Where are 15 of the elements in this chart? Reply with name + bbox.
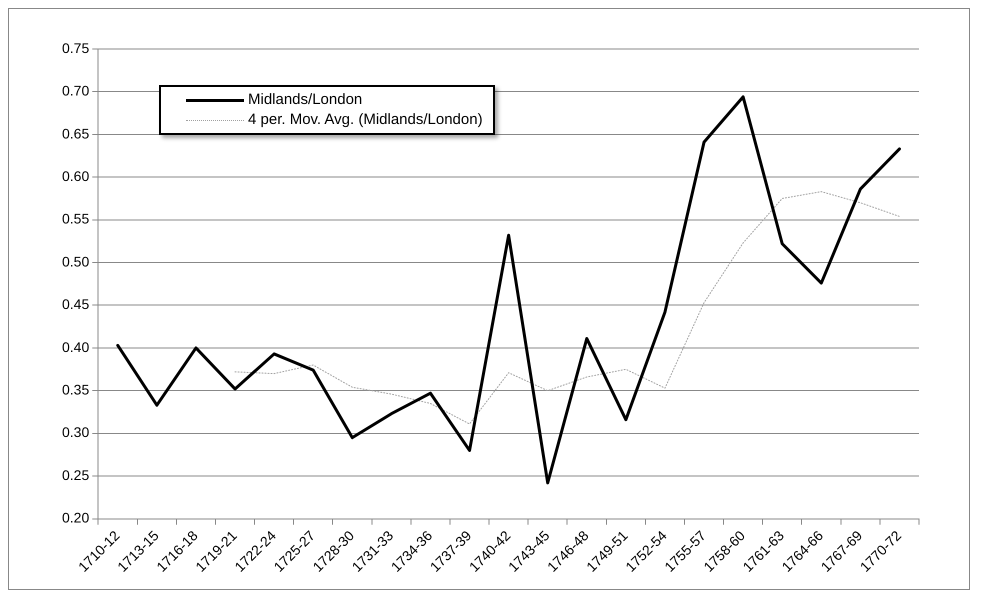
y-tick-label: 0.65: [62, 125, 90, 142]
y-tick-label: 0.25: [62, 466, 90, 483]
y-tick-label: 0.75: [62, 40, 90, 56]
line-series: [234, 191, 900, 424]
y-tick-label: 0.55: [62, 210, 90, 227]
y-tick-label: 0.45: [62, 296, 90, 312]
y-tick-label: 0.35: [62, 382, 90, 398]
y-tick-label: 0.40: [62, 338, 90, 355]
y-tick-label: 0.60: [62, 168, 90, 184]
y-tick-label: 0.70: [62, 82, 90, 99]
legend-label: 4 per. Mov. Avg. (Midlands/London): [248, 110, 483, 130]
y-tick-label: 0.30: [62, 424, 90, 440]
legend-label: Midlands/London: [248, 90, 362, 110]
y-tick-label: 0.50: [62, 253, 90, 270]
y-tick-label: 0.20: [62, 510, 90, 526]
